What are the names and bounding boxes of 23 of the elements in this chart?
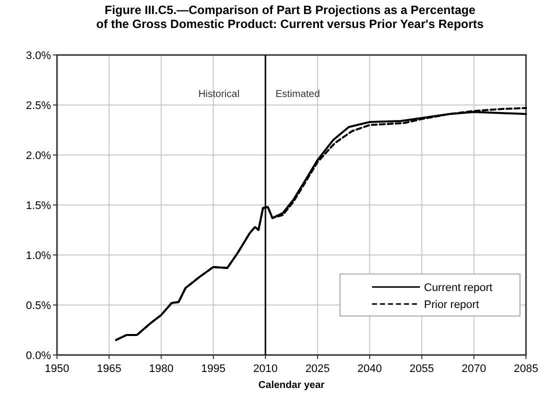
x-tick-label: 1965	[96, 363, 122, 375]
y-tick-label: 1.0%	[26, 250, 52, 262]
x-tick-label: 2055	[410, 363, 434, 375]
x-tick-label: 2070	[462, 363, 486, 375]
legend-label: Prior report	[424, 299, 480, 311]
x-tick-label: 2040	[357, 363, 382, 375]
x-tick-label: 1950	[44, 363, 70, 375]
annotation: Estimated	[275, 89, 320, 100]
x-tick-label: 1980	[148, 363, 174, 375]
y-tick-label: 2.0%	[26, 150, 52, 162]
x-tick-label: 2085	[514, 363, 538, 375]
chart-title: Figure III.C5.—Comparison of Part B Projections as a Percentage of the Gross Domestic Product: Current versus Prior Year's Reports	[96, 3, 484, 31]
y-tick-label: 0.5%	[26, 300, 52, 312]
x-tick-label: 1995	[201, 363, 226, 375]
legend-label: Current report	[424, 282, 492, 294]
x-tick-label: 2025	[305, 363, 330, 375]
x-axis-title: Calendar year	[258, 380, 325, 391]
y-tick-label: 1.5%	[26, 200, 52, 212]
y-tick-label: 2.5%	[26, 100, 52, 112]
y-tick-label: 3.0%	[26, 50, 52, 62]
y-tick-label: 0.0%	[26, 350, 52, 362]
x-tick-label: 2010	[253, 363, 278, 375]
annotation: Historical	[198, 89, 240, 100]
